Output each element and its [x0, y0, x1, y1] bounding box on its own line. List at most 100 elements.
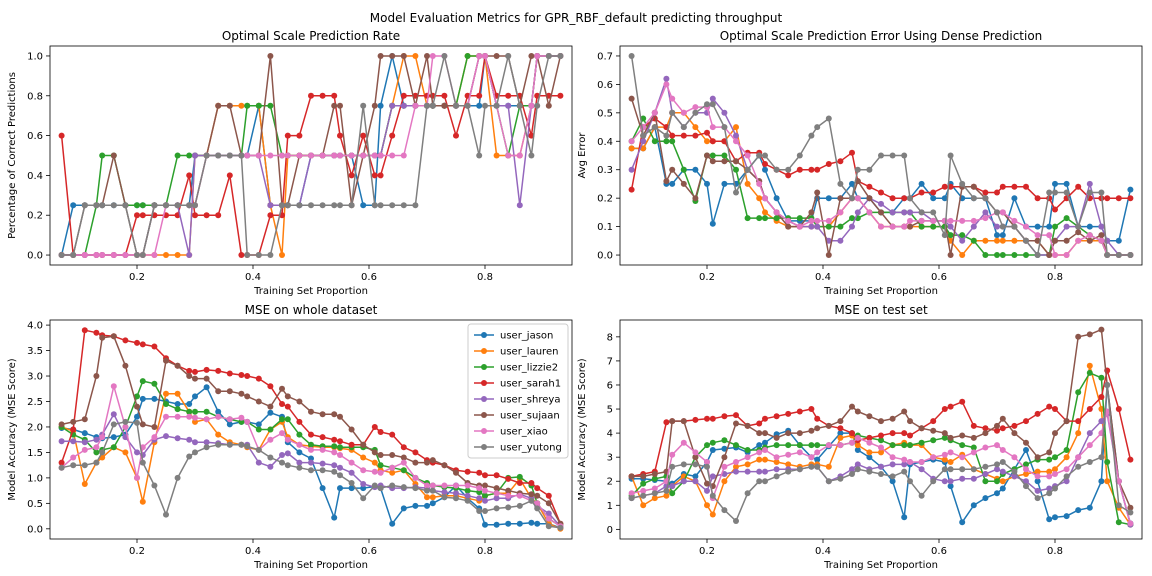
data-point-user_yutong [709, 492, 716, 499]
x-tick-label: 0.8 [477, 546, 493, 557]
chart-title: MSE on test set [834, 303, 928, 317]
data-point-user_yutong [441, 53, 448, 59]
data-point-user_shreya [889, 209, 896, 216]
data-point-user_sarah1 [192, 368, 198, 375]
data-point-user_sujaan [174, 362, 181, 369]
data-point-user_sarah1 [762, 415, 768, 422]
data-point-user_yutong [534, 102, 541, 109]
data-point-user_xiao [889, 454, 896, 461]
data-point-user_yutong [999, 459, 1006, 465]
y-tick-label: 0.6 [597, 80, 613, 91]
data-point-user_shreya [186, 436, 193, 443]
data-point-user_lauren [733, 463, 739, 470]
data-point-user_lizzie2 [982, 252, 989, 258]
data-point-user_sarah1 [296, 418, 303, 425]
y-tick-label: 0 [607, 525, 613, 536]
data-point-user_yutong [1104, 382, 1111, 388]
data-point-user_xiao [238, 414, 245, 421]
data-point-user_yutong [412, 202, 419, 209]
data-point-user_sujaan [215, 102, 222, 109]
data-point-user_sujaan [545, 102, 552, 109]
data-point-user_yutong [1052, 485, 1058, 492]
data-point-user_sujaan [947, 252, 954, 258]
data-point-user_sujaan [377, 53, 384, 59]
data-point-user_sarah1 [878, 432, 884, 439]
data-point-user_sujaan [110, 152, 117, 159]
data-point-user_lizzie2 [669, 138, 676, 145]
data-point-user_sujaan [1063, 237, 1070, 244]
data-point-user_xiao [348, 152, 355, 159]
data-point-user_yutong [814, 124, 821, 131]
data-point-user_sujaan [1046, 252, 1053, 258]
data-point-user_lizzie2 [994, 252, 1000, 258]
plot-area [58, 327, 564, 532]
data-point-user_lizzie2 [186, 152, 193, 159]
data-point-user_xiao [516, 152, 523, 159]
data-point-user_sarah1 [255, 375, 262, 382]
data-point-user_lizzie2 [516, 473, 523, 480]
data-point-user_yutong [296, 202, 303, 209]
y-tick-label: 2 [607, 477, 613, 488]
data-point-user_xiao [1052, 471, 1058, 477]
data-point-user_xiao [970, 217, 977, 224]
y-tick-label: 3 [607, 453, 613, 464]
data-point-user_xiao [651, 109, 658, 116]
data-point-user_sarah1 [377, 429, 384, 435]
data-point-user_shreya [854, 209, 861, 216]
data-point-user_xiao [429, 53, 436, 59]
data-point-user_sarah1 [226, 370, 233, 377]
legend-label: user_lauren [500, 347, 558, 358]
data-point-user_lizzie2 [203, 408, 210, 415]
data-point-user_sujaan [999, 415, 1006, 422]
data-point-user_sujaan [918, 425, 925, 432]
data-point-user_jason [901, 514, 908, 521]
data-point-user_yutong [907, 195, 913, 202]
data-point-user_sujaan [81, 416, 88, 423]
data-point-user_yutong [1046, 189, 1053, 196]
data-point-user_yutong [215, 152, 222, 159]
data-point-user_lizzie2 [721, 437, 728, 444]
data-point-user_jason [721, 445, 728, 452]
legend-label: user_yutong [500, 443, 562, 454]
data-point-user_yutong [1075, 463, 1082, 470]
y-tick-label: 0.0 [27, 251, 43, 262]
data-point-user_xiao [308, 152, 314, 159]
data-point-user_sarah1 [796, 166, 803, 173]
data-point-user_jason [1052, 180, 1058, 187]
data-point-user_yutong [930, 478, 937, 485]
data-point-user_sujaan [226, 102, 233, 109]
data-point-user_yutong [1075, 223, 1082, 230]
data-point-user_sarah1 [999, 183, 1006, 190]
data-point-user_shreya [505, 102, 512, 109]
data-point-user_sujaan [453, 469, 459, 476]
data-point-user_lizzie2 [255, 102, 262, 109]
data-point-user_yutong [1127, 509, 1134, 516]
data-point-user_sarah1 [58, 132, 65, 139]
data-point-user_lizzie2 [139, 202, 146, 209]
data-point-user_sujaan [441, 462, 448, 469]
data-point-user_xiao [762, 447, 768, 453]
data-point-user_yutong [663, 132, 670, 139]
data-point-user_lauren [122, 449, 129, 456]
data-point-user_yutong [110, 421, 117, 428]
y-tick-label: 0.7 [597, 51, 613, 62]
data-point-user_sarah1 [901, 195, 908, 202]
data-point-user_xiao [110, 252, 117, 258]
data-point-user_xiao [854, 434, 861, 441]
data-point-user_sujaan [814, 425, 821, 432]
data-point-user_sujaan [959, 432, 966, 439]
data-point-user_sarah1 [377, 172, 384, 179]
data-point-user_shreya [947, 223, 954, 230]
data-point-user_yutong [476, 508, 483, 514]
data-point-user_lizzie2 [825, 223, 832, 230]
data-point-user_yutong [238, 152, 245, 159]
data-point-user_sujaan [139, 421, 146, 428]
x-tick-label: 0.2 [699, 546, 715, 557]
data-point-user_xiao [704, 459, 710, 465]
data-point-user_xiao [482, 53, 488, 59]
data-point-user_lizzie2 [970, 237, 977, 244]
data-point-user_lizzie2 [959, 232, 966, 239]
data-point-user_yutong [1086, 459, 1093, 465]
data-point-user_lizzie2 [1052, 223, 1058, 230]
data-point-user_lauren [692, 124, 699, 131]
